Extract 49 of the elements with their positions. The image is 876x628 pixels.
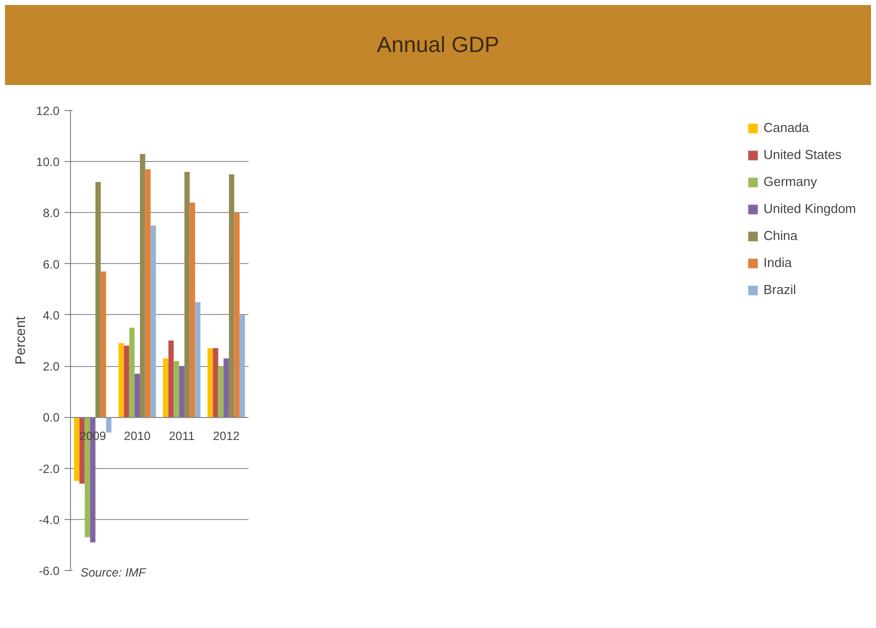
y-tick-label: 8.0	[42, 206, 60, 220]
bar	[195, 302, 200, 418]
y-tick-label: 12.0	[36, 104, 60, 118]
legend-label: Brazil	[764, 282, 796, 297]
bar	[212, 348, 218, 418]
y-tick-label: -4.0	[38, 512, 60, 527]
x-tick-label: 2011	[168, 429, 195, 444]
legend-label: Canada	[764, 120, 810, 135]
bar	[106, 417, 112, 432]
y-tick-label: 10.0	[36, 155, 60, 170]
bar	[95, 182, 101, 418]
bar	[100, 272, 106, 418]
bar	[163, 358, 168, 418]
legend-label: United States	[764, 147, 842, 162]
y-axis-title: Percent	[12, 316, 28, 365]
y-tick-label: -6.0	[38, 564, 60, 578]
y-tick-label: 0.0	[42, 410, 60, 425]
bar	[124, 346, 130, 418]
bar	[240, 314, 245, 418]
bar	[150, 226, 156, 418]
x-tick-label: 2012	[212, 429, 240, 444]
legend-label: India	[764, 255, 792, 270]
legend-label: China	[764, 228, 798, 243]
y-tick-label: 4.0	[42, 308, 60, 322]
legend-label: United Kingdom	[764, 201, 856, 216]
y-tick-label: 6.0	[42, 257, 60, 272]
bar	[208, 348, 213, 418]
bar	[179, 366, 184, 418]
y-tick-label: -2.0	[38, 462, 60, 476]
bar	[168, 340, 174, 418]
y-tick-label: 2.0	[42, 360, 60, 374]
annotation: Source: IMF	[80, 566, 147, 580]
bar	[218, 366, 224, 418]
bar	[145, 169, 151, 418]
x-tick-label: 2009	[79, 429, 106, 444]
bar	[134, 374, 140, 418]
bar	[184, 172, 190, 418]
bar	[140, 154, 146, 418]
bar	[74, 417, 80, 482]
bar	[224, 358, 229, 418]
bar	[118, 343, 124, 418]
text: Annual GDP	[376, 31, 500, 60]
bar	[129, 328, 135, 418]
bar	[190, 202, 196, 418]
bar	[228, 174, 234, 418]
bar	[174, 360, 180, 418]
x-tick-label: 2010	[124, 429, 151, 444]
bar	[234, 212, 240, 418]
legend-label: Germany	[764, 174, 817, 189]
